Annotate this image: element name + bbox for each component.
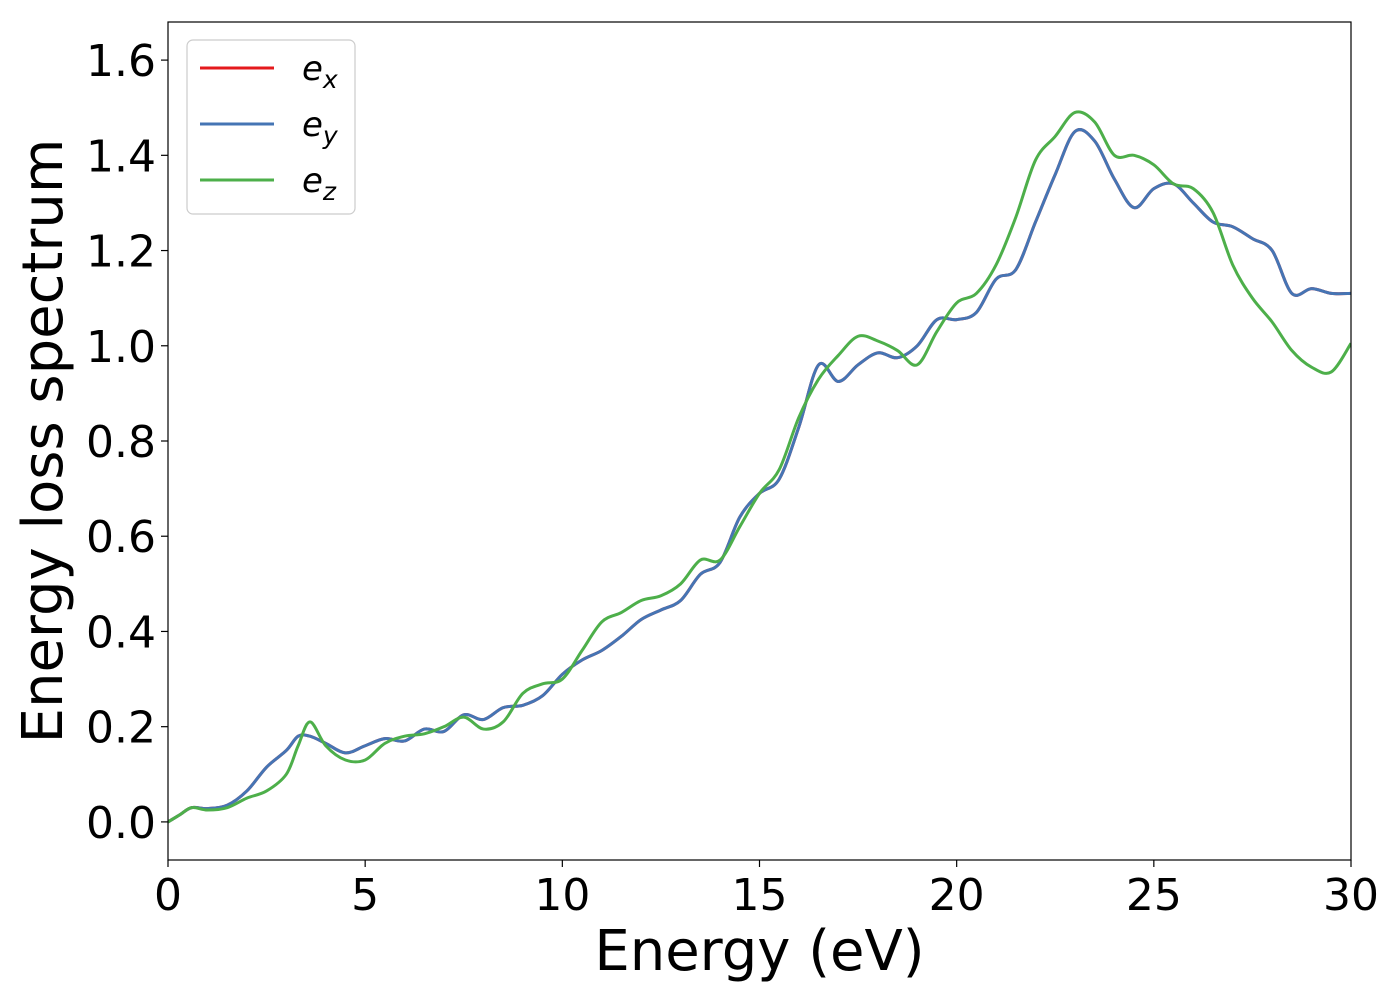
x-tick-label: 0	[154, 870, 182, 921]
legend: ex ey ez	[186, 39, 356, 215]
y-tick-label: 0.8	[86, 417, 156, 468]
legend-label-z: ez	[302, 161, 337, 206]
y-tick-label: 0.4	[86, 607, 156, 658]
y-tick-label: 1.2	[86, 227, 156, 278]
x-tick-label: 10	[534, 870, 590, 921]
series-line-z	[168, 110, 1351, 824]
y-tick-label: 1.6	[86, 36, 156, 87]
y-tick-label: 1.4	[86, 131, 156, 182]
x-tick-label: 15	[732, 870, 788, 921]
x-axis-ticks: 0 5 10 15 20 25 30	[154, 860, 1379, 921]
x-tick-label: 20	[929, 870, 985, 921]
legend-label-x: ex	[302, 49, 338, 94]
y-tick-label: 1.0	[86, 322, 156, 373]
y-tick-label: 0.2	[86, 703, 156, 754]
x-tick-label: 30	[1323, 870, 1379, 921]
legend-box	[186, 39, 356, 215]
legend-label-y: ey	[302, 105, 339, 150]
y-tick-label: 0.0	[86, 798, 156, 849]
x-axis-label: Energy (eV)	[594, 919, 924, 984]
x-tick-label: 5	[351, 870, 379, 921]
y-tick-label: 0.6	[86, 512, 156, 563]
series-line-y	[168, 128, 1351, 824]
y-axis-ticks: 0.0 0.2 0.4 0.6 0.8 1.0 1.2 1.4 1.6	[86, 36, 168, 849]
y-axis-label: Energy loss spectrum	[11, 139, 76, 744]
series-layer	[168, 110, 1351, 824]
x-tick-label: 25	[1126, 870, 1182, 921]
